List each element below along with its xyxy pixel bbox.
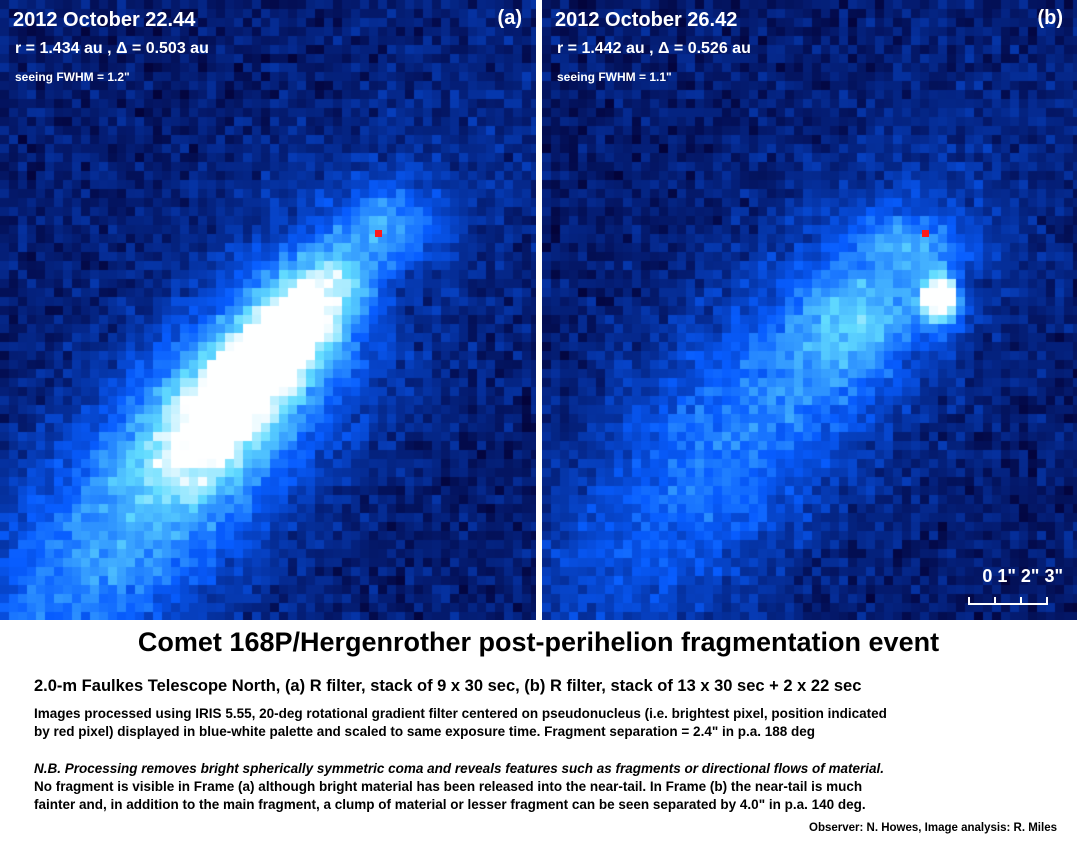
panel-seeing: seeing FWHM = 1.1" bbox=[557, 70, 672, 84]
panel-seeing: seeing FWHM = 1.2" bbox=[15, 70, 130, 84]
scale-bar bbox=[968, 597, 1048, 605]
observation-text: No fragment is visible in Frame (a) alth… bbox=[34, 779, 863, 794]
processing-text: Images processed using IRIS 5.55, 20-deg… bbox=[34, 706, 887, 721]
panel-date: 2012 October 22.44 bbox=[13, 9, 196, 31]
comet-image-a bbox=[0, 0, 536, 620]
pseudonucleus-marker bbox=[922, 230, 929, 237]
telescope-info: 2.0-m Faulkes Telescope North, (a) R fil… bbox=[34, 677, 862, 695]
panel-distances: r = 1.442 au , Δ = 0.526 au bbox=[557, 40, 751, 57]
processing-note: N.B. Processing removes bright spherical… bbox=[34, 761, 885, 776]
pseudonucleus-marker bbox=[375, 230, 382, 237]
image-panel-b: 2012 October 26.42 r = 1.442 au , Δ = 0.… bbox=[542, 0, 1077, 620]
panel-label: (a) bbox=[497, 7, 522, 29]
image-panel-a: 2012 October 22.44 r = 1.434 au , Δ = 0.… bbox=[0, 0, 536, 620]
credits: Observer: N. Howes, Image analysis: R. M… bbox=[809, 822, 1057, 834]
observation-text: fainter and, in addition to the main fra… bbox=[34, 797, 866, 812]
panel-distances: r = 1.434 au , Δ = 0.503 au bbox=[15, 40, 209, 57]
comet-image-b bbox=[542, 0, 1077, 620]
processing-text: by red pixel) displayed in blue-white pa… bbox=[34, 724, 816, 739]
figure-title: Comet 168P/Hergenrother post-perihelion … bbox=[137, 627, 940, 657]
panel-date: 2012 October 26.42 bbox=[555, 9, 738, 31]
scale-bar-labels: 0 1" 2" 3" bbox=[982, 566, 1063, 586]
panel-label: (b) bbox=[1037, 7, 1063, 29]
